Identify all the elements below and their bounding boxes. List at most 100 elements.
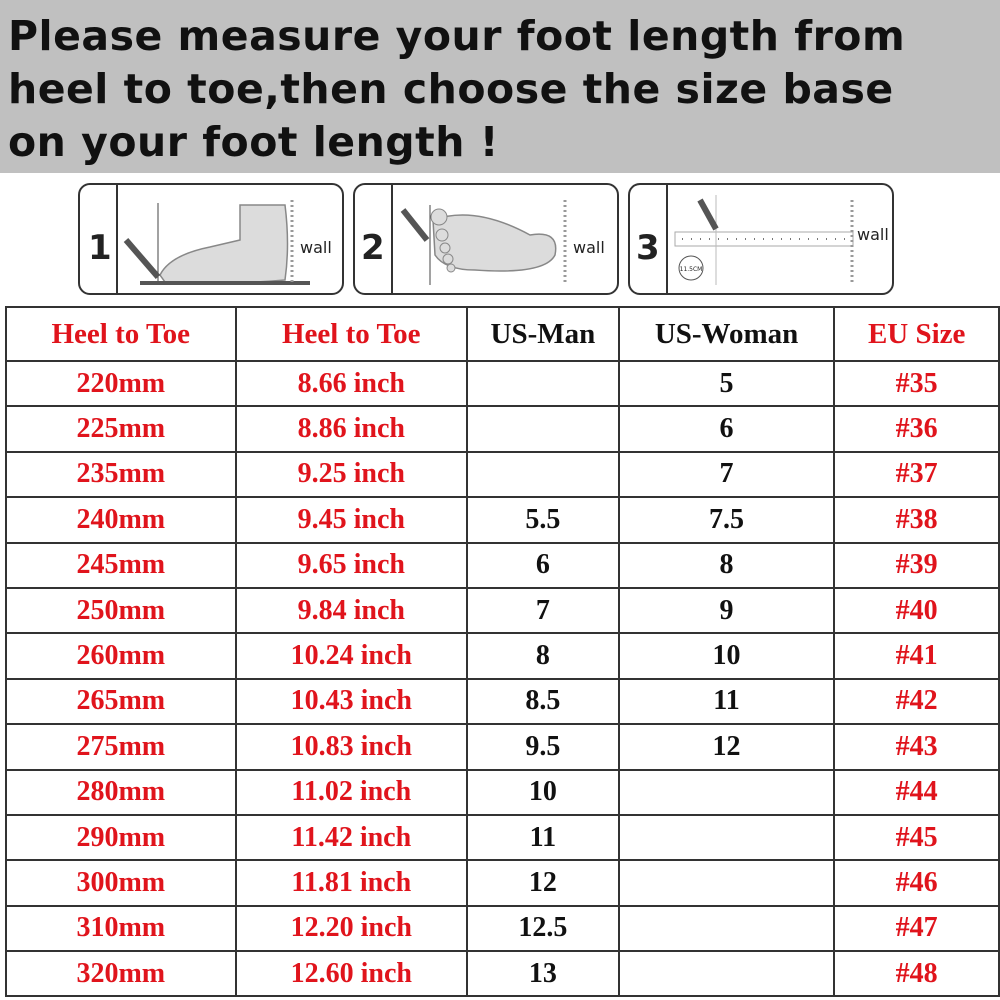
cell-us-woman: 12	[617, 723, 836, 771]
step-3-panel: 3 wall 11.5CM	[628, 183, 894, 295]
cell-inch: 11.02 inch	[234, 768, 469, 816]
cell-inch: 12.60 inch	[234, 950, 469, 998]
cell-inch: 10.83 inch	[234, 723, 469, 771]
cell-inch: 11.81 inch	[234, 859, 469, 907]
step-number: 1	[88, 228, 112, 268]
cell-eu-size: #40	[833, 586, 1000, 635]
cell-eu-size: #43	[833, 723, 1000, 771]
cell-us-man: 10	[466, 768, 620, 816]
cell-mm: 220mm	[5, 359, 237, 408]
cell-us-man: 7	[466, 586, 620, 635]
cell-mm: 235mm	[5, 450, 237, 499]
cell-eu-size: #38	[833, 496, 1000, 544]
table-row: 275mm 10.83 inch 9.5 12 #43	[5, 723, 1000, 771]
step-2-panel: 2 wall	[353, 183, 619, 295]
cell-eu-size: #35	[833, 359, 1000, 408]
cell-inch: 9.45 inch	[234, 496, 469, 544]
cell-eu-size: #36	[833, 405, 1000, 453]
foot-top-view-illustration: 2 wall	[361, 185, 605, 293]
cell-us-man	[466, 405, 620, 453]
cell-inch: 8.86 inch	[234, 405, 469, 453]
cell-eu-size: #37	[833, 450, 1000, 499]
header-heel-to-toe-inch: Heel to Toe	[234, 306, 469, 362]
header-heel-to-toe-mm: Heel to Toe	[5, 306, 237, 362]
cell-mm: 240mm	[5, 496, 237, 544]
cell-us-man: 5.5	[466, 496, 620, 544]
table-row: 265mm 10.43 inch 8.5 11 #42	[5, 677, 1000, 726]
cell-eu-size: #47	[833, 904, 1000, 953]
table-row: 280mm 11.02 inch 10 #44	[5, 768, 1000, 816]
instruction-line: on your foot length !	[8, 118, 499, 166]
table-row: 220mm 8.66 inch 5 #35	[5, 359, 1000, 408]
table-row: 245mm 9.65 inch 6 8 #39	[5, 541, 1000, 589]
cell-us-woman	[617, 859, 836, 907]
cell-eu-size: #41	[833, 632, 1000, 680]
table-row: 225mm 8.86 inch 6 #36	[5, 405, 1000, 453]
cell-mm: 290mm	[5, 813, 237, 862]
cell-inch: 8.66 inch	[234, 359, 469, 408]
cell-us-woman: 10	[617, 632, 836, 680]
cell-eu-size: #48	[833, 950, 1000, 998]
cell-mm: 225mm	[5, 405, 237, 453]
cell-eu-size: #42	[833, 677, 1000, 726]
table-row: 320mm 12.60 inch 13 #48	[5, 950, 1000, 998]
cell-us-man: 12.5	[466, 904, 620, 953]
cell-us-woman: 6	[617, 405, 836, 453]
cell-us-man: 8	[466, 632, 620, 680]
step-number: 3	[636, 228, 660, 268]
table-header-row: Heel to Toe Heel to Toe US-Man US-Woman …	[5, 306, 1000, 362]
size-chart-table: Heel to Toe Heel to Toe US-Man US-Woman …	[5, 306, 1000, 998]
instruction-line: heel to toe,then choose the size base	[8, 65, 894, 113]
cell-inch: 9.65 inch	[234, 541, 469, 589]
cell-inch: 11.42 inch	[234, 813, 469, 862]
cell-inch: 12.20 inch	[234, 904, 469, 953]
cell-us-man: 9.5	[466, 723, 620, 771]
cell-eu-size: #46	[833, 859, 1000, 907]
cell-eu-size: #44	[833, 768, 1000, 816]
cell-us-man: 11	[466, 813, 620, 862]
cell-us-woman	[617, 950, 836, 998]
header-us-man: US-Man	[466, 306, 620, 362]
cell-inch: 9.25 inch	[234, 450, 469, 499]
step-number: 2	[361, 228, 385, 268]
table-row: 290mm 11.42 inch 11 #45	[5, 813, 1000, 862]
heel-on-floor-illustration: 1 wall	[88, 185, 332, 293]
table-row: 250mm 9.84 inch 7 9 #40	[5, 586, 1000, 635]
wall-label: wall	[573, 238, 605, 257]
cell-inch: 10.43 inch	[234, 677, 469, 726]
wall-label: wall	[857, 225, 889, 244]
cell-us-man	[466, 359, 620, 408]
cell-us-man: 8.5	[466, 677, 620, 726]
table-row: 300mm 11.81 inch 12 #46	[5, 859, 1000, 907]
cell-us-woman: 9	[617, 586, 836, 635]
cell-eu-size: #45	[833, 813, 1000, 862]
table-row: 240mm 9.45 inch 5.5 7.5 #38	[5, 496, 1000, 544]
cell-mm: 320mm	[5, 950, 237, 998]
cell-us-woman: 8	[617, 541, 836, 589]
cell-inch: 9.84 inch	[234, 586, 469, 635]
table-row: 310mm 12.20 inch 12.5 #47	[5, 904, 1000, 953]
header-us-woman: US-Woman	[617, 306, 836, 362]
instruction-line: Please measure your foot length from	[8, 12, 906, 60]
cell-us-woman	[617, 904, 836, 953]
ruler-measure-illustration: 3 wall 11.5CM	[636, 185, 889, 293]
table-row: 235mm 9.25 inch 7 #37	[5, 450, 1000, 499]
cell-us-man: 6	[466, 541, 620, 589]
cell-us-woman	[617, 768, 836, 816]
cell-us-woman	[617, 813, 836, 862]
header-eu-size: EU Size	[833, 306, 1000, 362]
cell-eu-size: #39	[833, 541, 1000, 589]
cell-inch: 10.24 inch	[234, 632, 469, 680]
cell-mm: 310mm	[5, 904, 237, 953]
cell-us-woman: 7.5	[617, 496, 836, 544]
wall-label: wall	[300, 238, 332, 257]
cell-us-man: 13	[466, 950, 620, 998]
cell-us-man	[466, 450, 620, 499]
cell-mm: 300mm	[5, 859, 237, 907]
cell-mm: 245mm	[5, 541, 237, 589]
cell-us-woman: 11	[617, 677, 836, 726]
measurement-badge: 11.5CM	[680, 266, 703, 273]
cell-mm: 275mm	[5, 723, 237, 771]
step-1-panel: 1 wall	[78, 183, 344, 295]
table-row: 260mm 10.24 inch 8 10 #41	[5, 632, 1000, 680]
